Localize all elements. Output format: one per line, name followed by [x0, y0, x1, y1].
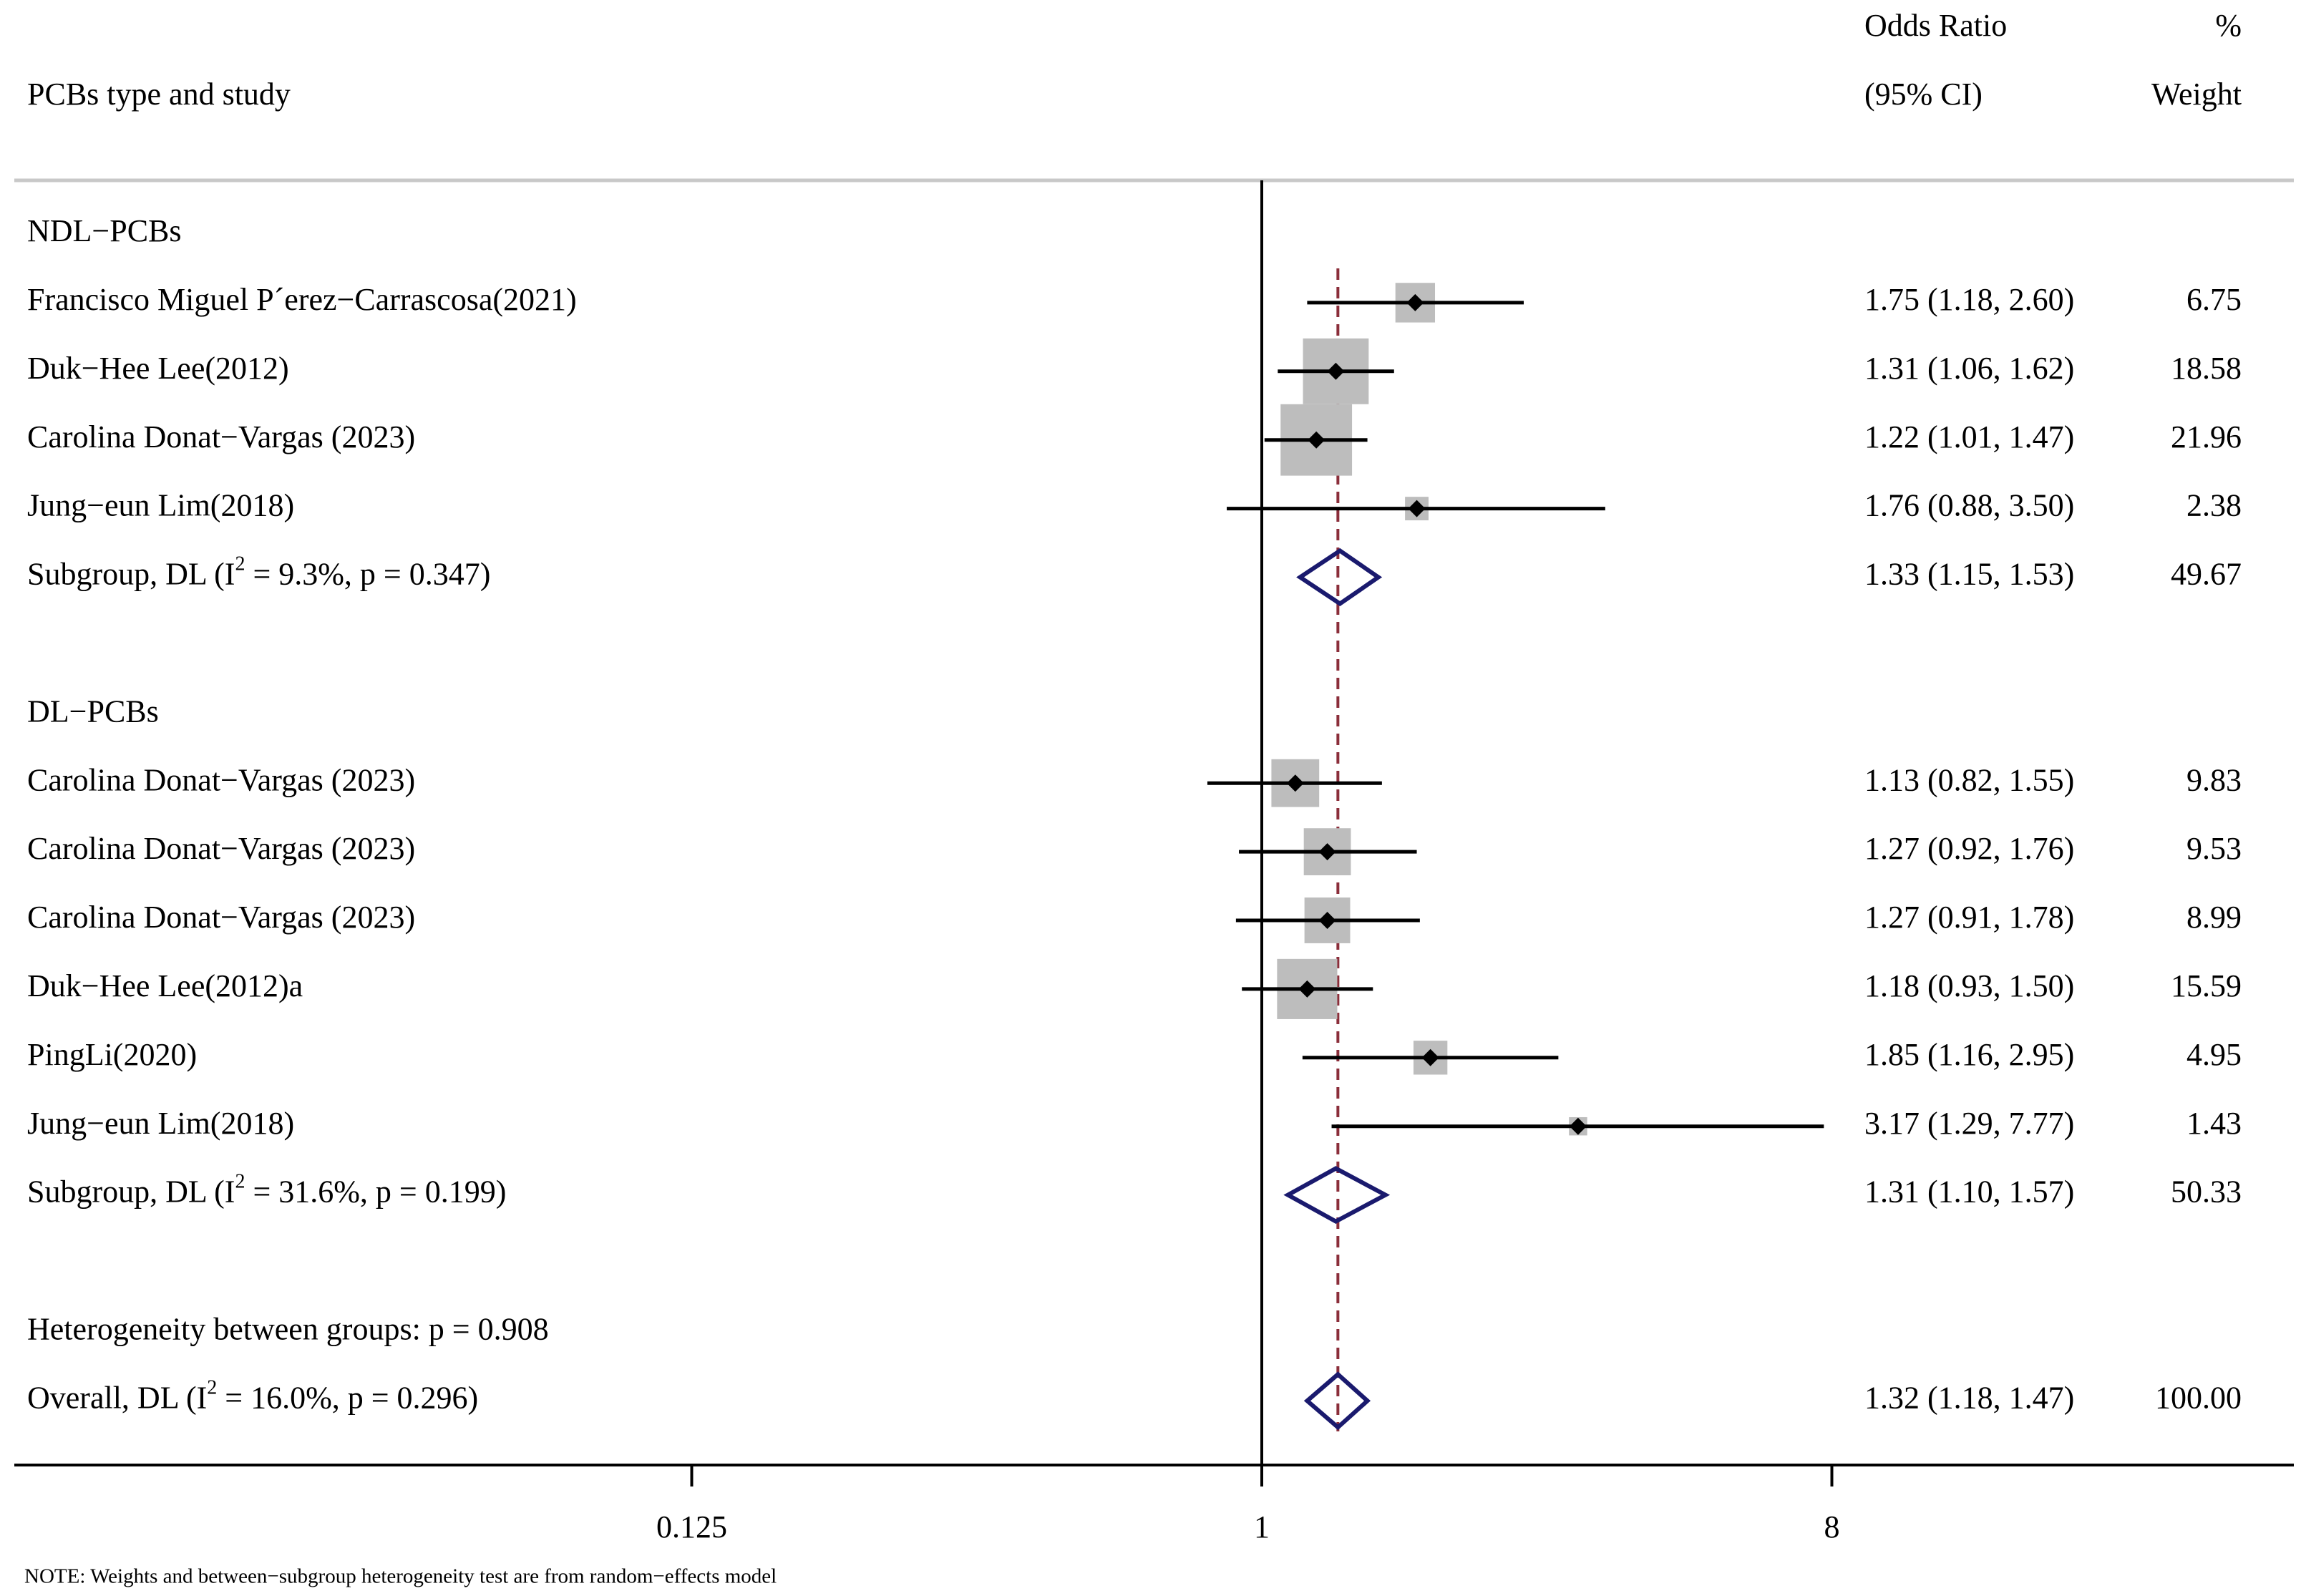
weight-value: 6.75	[2186, 282, 2242, 317]
study-label: Jung−eun Lim(2018)	[27, 488, 294, 523]
weight-value: 15.59	[2171, 968, 2242, 1003]
point-estimate	[1406, 293, 1424, 311]
study-label: PingLi(2020)	[27, 1037, 197, 1072]
point-estimate	[1318, 912, 1336, 929]
point-estimate	[1421, 1048, 1439, 1066]
weight-value: 9.83	[2186, 762, 2242, 797]
header-study: PCBs type and study	[27, 77, 291, 112]
study-label: Jung−eun Lim(2018)	[27, 1106, 294, 1141]
ci-value: 1.76 (0.88, 3.50)	[1864, 488, 2074, 523]
weight-value: 2.38	[2186, 488, 2242, 523]
subgroup-label: Subgroup, DL (I2 = 9.3%, p = 0.347)	[27, 553, 490, 592]
x-tick-label: 8	[1824, 1509, 1840, 1544]
overall-label: Overall, DL (I2 = 16.0%, p = 0.296)	[27, 1377, 478, 1416]
ci-value: 1.32 (1.18, 1.47)	[1864, 1380, 2074, 1415]
ci-value: 1.27 (0.91, 1.78)	[1864, 900, 2074, 935]
subgroup-label: Subgroup, DL (I2 = 31.6%, p = 0.199)	[27, 1171, 506, 1210]
point-estimate	[1408, 500, 1426, 517]
ci-value: 1.33 (1.15, 1.53)	[1864, 557, 2074, 592]
weight-value: 50.33	[2171, 1174, 2242, 1210]
ci-value: 1.75 (1.18, 2.60)	[1864, 282, 2074, 317]
subgroup-diamond	[1283, 1166, 1391, 1225]
ci-value: 1.18 (0.93, 1.50)	[1864, 968, 2074, 1003]
point-estimate	[1308, 431, 1325, 449]
group-heading: DL−PCBs	[27, 694, 159, 729]
study-label: Carolina Donat−Vargas (2023)	[27, 762, 415, 797]
overall-diamond	[1303, 1371, 1371, 1431]
study-label: Carolina Donat−Vargas (2023)	[27, 831, 415, 866]
weight-value: 4.95	[2186, 1037, 2242, 1072]
point-estimate	[1327, 362, 1345, 380]
footnote: NOTE: Weights and between−subgroup heter…	[24, 1565, 777, 1588]
header-weight: Weight	[2151, 77, 2242, 112]
ci-value: 1.85 (1.16, 2.95)	[1864, 1037, 2074, 1072]
ci-value: 3.17 (1.29, 7.77)	[1864, 1106, 2074, 1141]
point-estimate	[1318, 843, 1336, 861]
ci-value: 1.13 (0.82, 1.55)	[1864, 762, 2074, 797]
weight-value: 18.58	[2171, 351, 2242, 386]
point-estimate	[1298, 980, 1316, 998]
ci-value: 1.27 (0.92, 1.76)	[1864, 831, 2074, 866]
weight-value: 100.00	[2155, 1380, 2242, 1415]
weight-value: 21.96	[2171, 419, 2242, 454]
weight-value: 9.53	[2186, 831, 2242, 866]
study-label: Duk−Hee Lee(2012)	[27, 351, 289, 386]
header-odds-ratio: Odds Ratio	[1864, 8, 2007, 43]
group-heading: NDL−PCBs	[27, 213, 182, 248]
weight-value: 8.99	[2186, 900, 2242, 935]
study-label: Duk−Hee Lee(2012)a	[27, 968, 303, 1003]
study-label: Francisco Miguel P´erez−Carrascosa(2021)	[27, 282, 577, 317]
ci-value: 1.22 (1.01, 1.47)	[1864, 419, 2074, 454]
ci-value: 1.31 (1.10, 1.57)	[1864, 1174, 2074, 1210]
weight-value: 49.67	[2171, 557, 2242, 592]
weight-value: 1.43	[2186, 1106, 2242, 1141]
subgroup-diamond	[1296, 548, 1383, 607]
study-label: Carolina Donat−Vargas (2023)	[27, 419, 415, 454]
ci-value: 1.31 (1.06, 1.62)	[1864, 351, 2074, 386]
point-estimate	[1569, 1117, 1587, 1135]
header-percent: %	[2215, 8, 2242, 43]
study-label: Carolina Donat−Vargas (2023)	[27, 900, 415, 935]
heterogeneity-text: Heterogeneity between groups: p = 0.908	[27, 1311, 549, 1346]
x-tick-label: 1	[1254, 1509, 1270, 1544]
x-tick-label: 0.125	[656, 1509, 727, 1544]
header-ci: (95% CI)	[1864, 77, 1983, 112]
point-estimate	[1286, 774, 1304, 792]
